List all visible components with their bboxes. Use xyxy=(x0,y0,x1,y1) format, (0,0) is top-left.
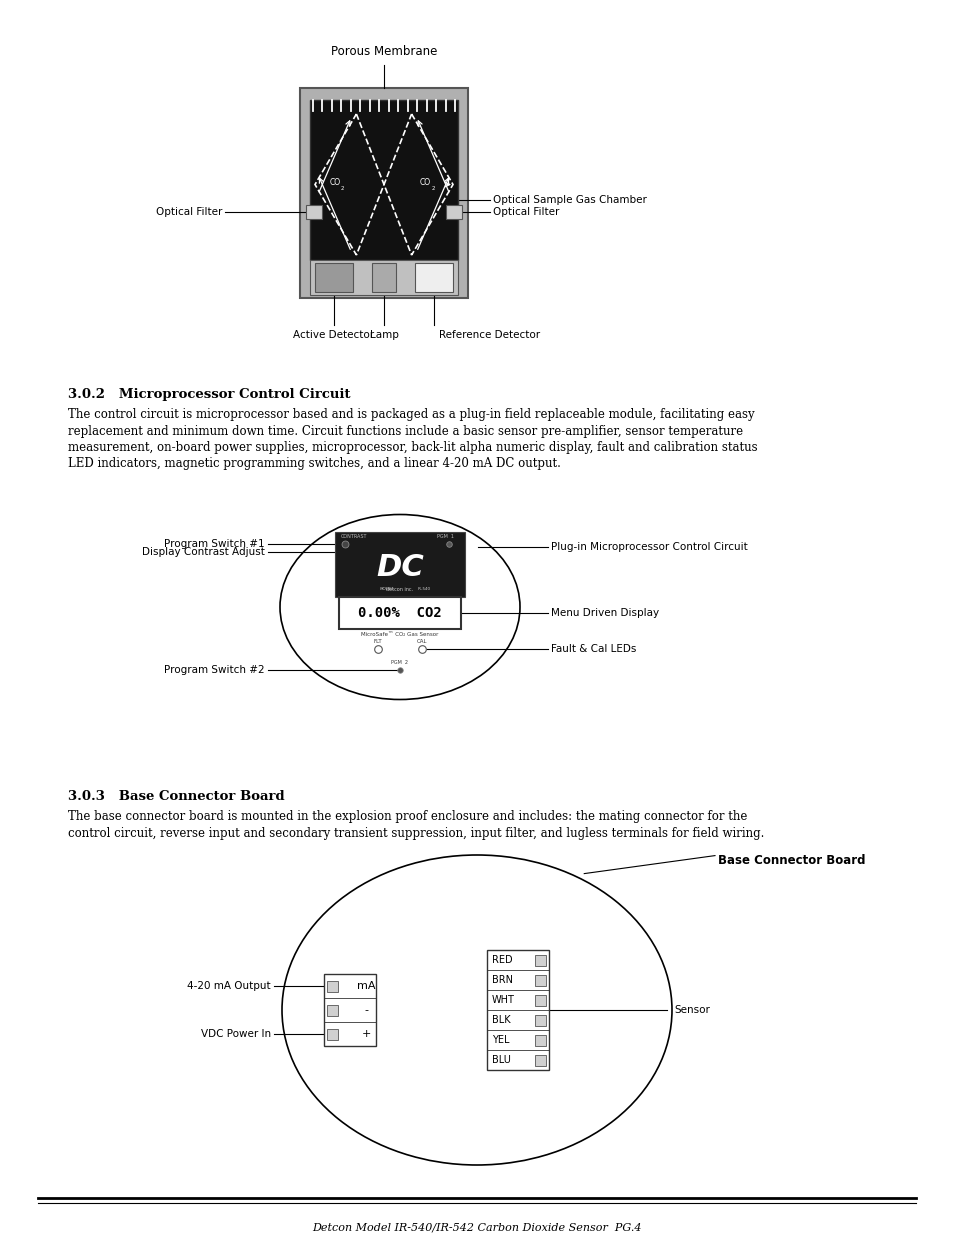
Bar xyxy=(314,263,353,291)
Text: VDC Power In: VDC Power In xyxy=(201,1029,271,1039)
Text: Active Detector: Active Detector xyxy=(294,330,375,340)
Text: mA: mA xyxy=(356,981,375,990)
Text: CAL: CAL xyxy=(416,638,427,643)
Bar xyxy=(535,1055,545,1066)
Text: 4-20 mA Output: 4-20 mA Output xyxy=(187,981,271,990)
Text: WHT: WHT xyxy=(492,995,515,1005)
Text: The base connector board is mounted in the explosion proof enclosure and include: The base connector board is mounted in t… xyxy=(68,810,746,823)
Text: +: + xyxy=(361,1029,371,1039)
Text: BLU: BLU xyxy=(492,1055,511,1065)
Bar xyxy=(372,263,395,291)
Bar xyxy=(535,974,545,986)
Text: Display Contrast Adjust: Display Contrast Adjust xyxy=(142,547,265,557)
Text: RED: RED xyxy=(492,955,512,965)
Text: PGM  2: PGM 2 xyxy=(391,659,408,664)
Text: Detcon Model IR-540/IR-542 Carbon Dioxide Sensor  PG.4: Detcon Model IR-540/IR-542 Carbon Dioxid… xyxy=(312,1221,641,1233)
Text: Base Connector Board: Base Connector Board xyxy=(718,853,864,867)
Bar xyxy=(535,955,545,966)
Bar xyxy=(327,981,337,992)
Bar xyxy=(486,950,548,1070)
Bar xyxy=(535,1014,545,1025)
Text: Lamp: Lamp xyxy=(369,330,398,340)
Bar xyxy=(310,261,457,295)
Bar xyxy=(446,205,461,219)
Text: Reference Detector: Reference Detector xyxy=(438,330,539,340)
Bar xyxy=(415,263,453,291)
Text: MicroSafe™ CO₂ Gas Sensor: MicroSafe™ CO₂ Gas Sensor xyxy=(361,632,438,637)
Text: 3.0.2   Microprocessor Control Circuit: 3.0.2 Microprocessor Control Circuit xyxy=(68,388,350,401)
Bar xyxy=(327,1004,337,1015)
Text: MODEL: MODEL xyxy=(379,587,395,592)
Text: Menu Driven Display: Menu Driven Display xyxy=(551,608,659,618)
Text: Program Switch #2: Program Switch #2 xyxy=(164,664,265,676)
Text: The control circuit is microprocessor based and is packaged as a plug-in field r: The control circuit is microprocessor ba… xyxy=(68,408,754,421)
Text: CONTRAST: CONTRAST xyxy=(340,534,367,538)
Text: LED indicators, magnetic programming switches, and a linear 4-20 mA DC output.: LED indicators, magnetic programming swi… xyxy=(68,457,560,471)
Bar xyxy=(335,532,464,597)
Text: BRN: BRN xyxy=(492,974,513,986)
Text: 2: 2 xyxy=(431,185,435,190)
Bar xyxy=(327,1029,337,1040)
Bar xyxy=(338,597,460,629)
Text: IR-540: IR-540 xyxy=(417,587,431,592)
Text: Optical Filter: Optical Filter xyxy=(493,207,558,217)
Text: 0.00%  CO2: 0.00% CO2 xyxy=(357,606,441,620)
Text: DC: DC xyxy=(375,552,423,582)
Bar xyxy=(535,1035,545,1046)
Text: Porous Membrane: Porous Membrane xyxy=(331,44,436,58)
Text: detcon inc.: detcon inc. xyxy=(386,587,413,592)
Text: measurement, on-board power supplies, microprocessor, back-lit alpha numeric dis: measurement, on-board power supplies, mi… xyxy=(68,441,757,454)
Text: Plug-in Microprocessor Control Circuit: Plug-in Microprocessor Control Circuit xyxy=(551,542,747,552)
Text: CO: CO xyxy=(329,178,340,186)
Text: 3.0.3   Base Connector Board: 3.0.3 Base Connector Board xyxy=(68,790,284,803)
Text: Program Switch #1: Program Switch #1 xyxy=(164,538,265,550)
Text: replacement and minimum down time. Circuit functions include a basic sensor pre-: replacement and minimum down time. Circu… xyxy=(68,425,742,437)
Text: PGM  1: PGM 1 xyxy=(436,534,454,538)
Text: Optical Filter: Optical Filter xyxy=(155,207,222,217)
Polygon shape xyxy=(310,100,457,261)
Text: 2: 2 xyxy=(340,185,344,190)
Text: Optical Sample Gas Chamber: Optical Sample Gas Chamber xyxy=(493,195,646,205)
Text: control circuit, reverse input and secondary transient suppression, input filter: control circuit, reverse input and secon… xyxy=(68,826,763,840)
Text: -: - xyxy=(364,1005,368,1015)
Bar xyxy=(306,205,322,219)
Text: BLK: BLK xyxy=(492,1015,510,1025)
Bar xyxy=(535,994,545,1005)
Text: Fault & Cal LEDs: Fault & Cal LEDs xyxy=(551,643,636,655)
Text: FLT: FLT xyxy=(374,638,382,643)
Text: YEL: YEL xyxy=(492,1035,509,1045)
Text: CO: CO xyxy=(419,178,431,186)
Polygon shape xyxy=(299,88,468,298)
Text: Sensor: Sensor xyxy=(673,1005,709,1015)
Bar xyxy=(324,974,375,1046)
